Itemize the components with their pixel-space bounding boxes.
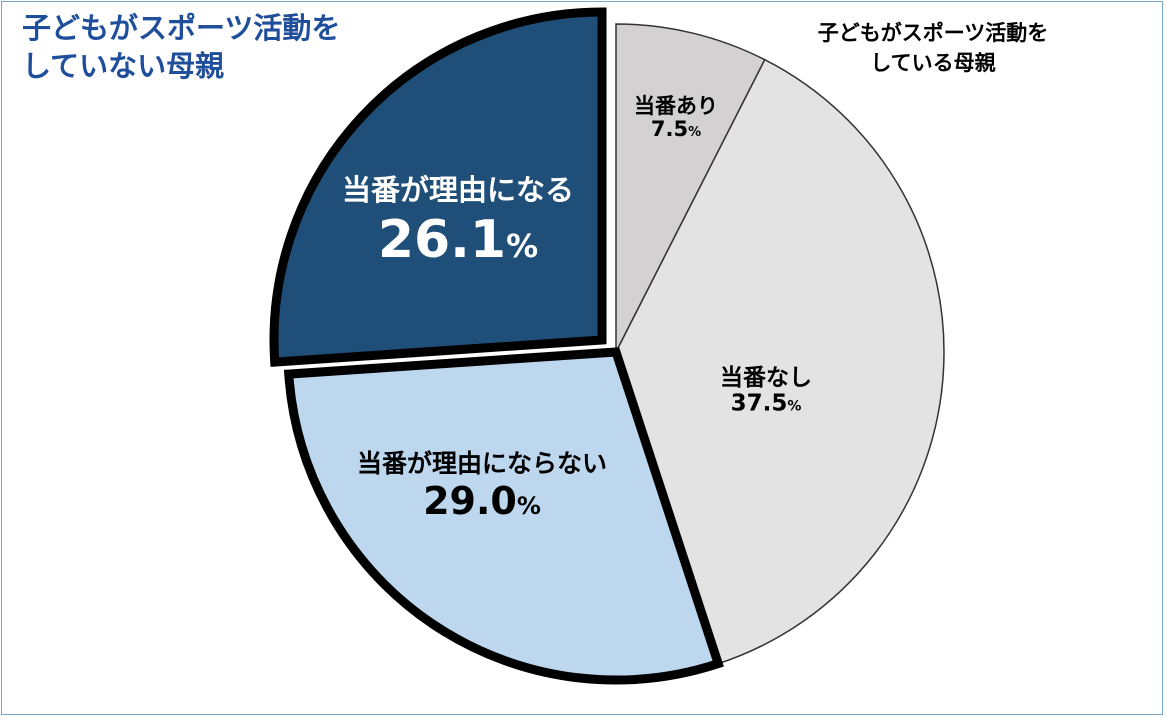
pie-slice-4 xyxy=(274,12,602,363)
highlight-outline-3 xyxy=(283,347,724,685)
slice-label-value-4: 26.1% xyxy=(378,210,538,270)
slice-label-name-3: 当番が理由にならない xyxy=(357,449,607,478)
slice-label-name-2: 当番なし xyxy=(720,365,812,391)
pie-slice-3 xyxy=(288,352,719,680)
slice-label-value-2: 37.5% xyxy=(731,390,802,416)
slice-label-name-1: 当番あり xyxy=(634,94,718,118)
group-label-1-line-1: 子どもがスポーツ活動を xyxy=(22,11,340,45)
slice-label-value-3: 29.0% xyxy=(423,479,541,523)
pie-slices xyxy=(274,12,945,680)
slice-label-name-4: 当番が理由になる xyxy=(342,173,574,207)
slice-label-value-1: 7.5% xyxy=(651,117,701,141)
pie-slice-2 xyxy=(615,58,945,665)
pie-slice-1 xyxy=(615,23,766,353)
group-label-1-line-2: していない母親 xyxy=(22,49,224,83)
group-label-2-line-2: している母親 xyxy=(870,51,995,75)
group-label-2-line-1: 子どもがスポーツ活動を xyxy=(818,21,1049,45)
highlight-outline xyxy=(269,7,724,685)
highlight-outline-4 xyxy=(269,7,607,367)
